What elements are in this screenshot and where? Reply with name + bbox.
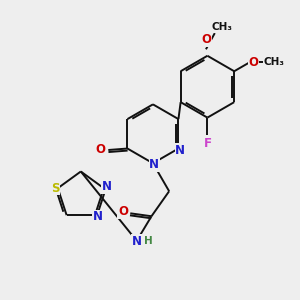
Text: N: N xyxy=(93,210,103,223)
Text: O: O xyxy=(95,143,105,157)
Text: H: H xyxy=(144,236,153,246)
Text: F: F xyxy=(203,137,211,150)
Text: CH₃: CH₃ xyxy=(263,57,284,68)
Text: S: S xyxy=(51,182,59,195)
Text: N: N xyxy=(102,180,112,193)
Text: N: N xyxy=(149,158,159,171)
Text: CH₃: CH₃ xyxy=(212,22,233,32)
Text: N: N xyxy=(132,235,142,248)
Text: O: O xyxy=(118,205,128,218)
Text: N: N xyxy=(175,144,185,157)
Text: O: O xyxy=(201,33,211,46)
Text: O: O xyxy=(248,56,258,69)
